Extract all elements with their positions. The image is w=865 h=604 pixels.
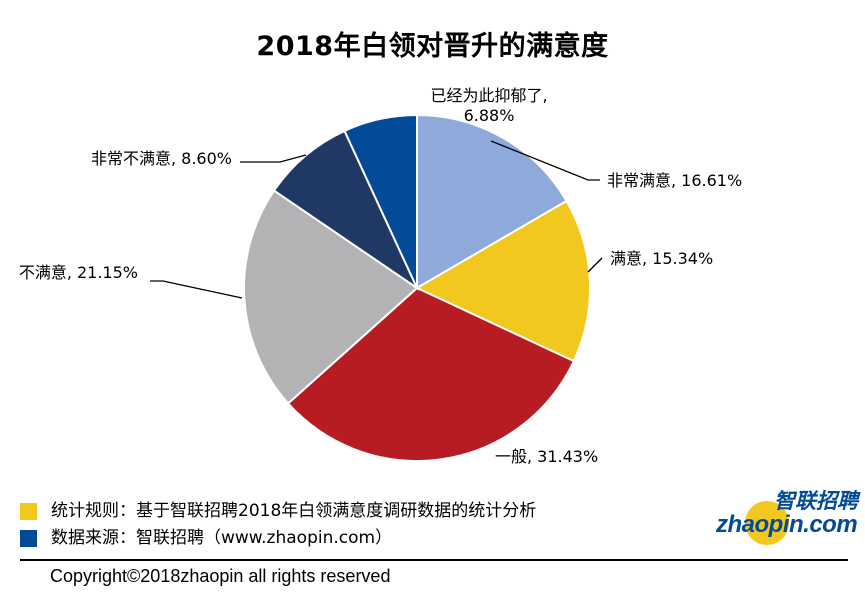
slice-label-1: 满意, 15.34% — [610, 249, 713, 268]
legend-text-source: 数据来源：智联招聘（www.zhaopin.com） — [51, 528, 393, 548]
pie-slice-2 — [286, 286, 576, 462]
leader-line-1 — [587, 257, 603, 273]
chart-title: 2018年白领对晋升的满意度 — [256, 31, 609, 62]
legend-swatch-yellow — [20, 502, 37, 520]
footer-divider — [20, 559, 848, 561]
pie-slice-3 — [243, 189, 419, 405]
pie-chart: 非常满意, 16.61% 满意, 15.34% 一般, 31.43% 不满意, 21.… — [19, 86, 742, 466]
slice-label-2: 一般, 31.43% — [495, 447, 598, 466]
pie-slices — [243, 113, 591, 462]
pie-slice-0 — [416, 113, 568, 290]
leader-line-3 — [150, 280, 243, 299]
pie-slice-1 — [414, 199, 591, 363]
legend-item-source: 数据来源：智联招聘（www.zhaopin.com） — [20, 526, 392, 550]
legend-text-rule: 统计规则：基于智联招聘2018年白领满意度调研数据的统计分析 — [51, 501, 537, 521]
slice-label-4: 非常不满意, 8.60% — [91, 149, 232, 168]
legend-swatch-blue — [20, 529, 37, 547]
legend-item-rule: 统计规则：基于智联招聘2018年白领满意度调研数据的统计分析 — [20, 499, 536, 523]
logo-chinese-text: 智联招聘 — [774, 489, 858, 513]
slice-labels: 非常满意, 16.61% 满意, 15.34% 一般, 31.43% 不满意, 21.… — [19, 86, 742, 466]
copyright-text: Copyright©2018zhaopin all rights reserve… — [50, 566, 391, 586]
slice-label-5: 已经为此抑郁了, 6.88% — [430, 86, 547, 125]
leader-line-0 — [490, 140, 600, 181]
pie-slice-4 — [272, 129, 420, 291]
logo-circle-icon — [745, 501, 789, 545]
slice-label-3: 不满意, 21.15% — [19, 263, 138, 282]
leader-lines — [150, 140, 603, 299]
logo-english-text: zhaopin.com — [716, 511, 858, 538]
zhaopin-logo: 智联招聘 zhaopin.com — [712, 487, 858, 547]
leader-line-4 — [240, 154, 307, 163]
pie-slice-5 — [343, 113, 418, 289]
slice-label-0: 非常满意, 16.61% — [607, 171, 742, 190]
